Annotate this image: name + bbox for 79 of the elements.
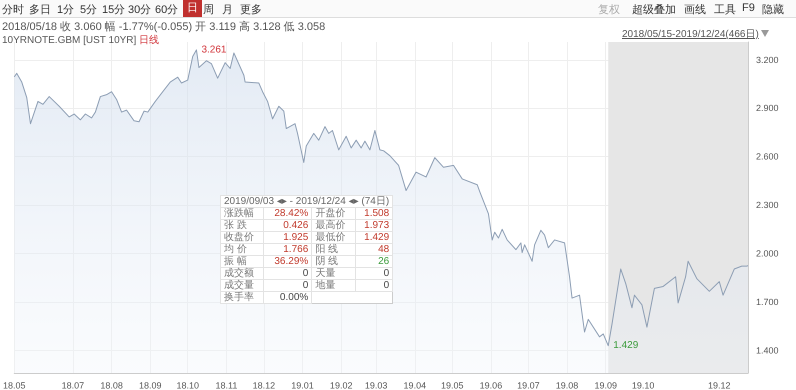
- x-tick-label: 18.05: [2, 380, 26, 390]
- annotation: 48: [355, 244, 393, 256]
- text: 日: [183, 0, 202, 17]
- annotation: 均 价: [220, 244, 264, 256]
- x-tick-label: 19.05: [440, 380, 464, 390]
- annotation: 开盘价: [312, 208, 356, 220]
- chart-title: 10YRNOTE.GBM [UST 10YR]: [2, 35, 136, 46]
- annotation: 最高价: [312, 220, 356, 232]
- text: 复权: [598, 3, 620, 17]
- x-tick-label: 19.09: [594, 380, 618, 390]
- y-tick-label: 2.600: [756, 152, 779, 162]
- text: 5分: [80, 3, 98, 17]
- annotation: 3.261: [201, 44, 227, 56]
- annotation: 0.00%: [264, 292, 312, 304]
- y-tick-label: 3.200: [756, 54, 779, 65]
- y-tick-label: 1.400: [756, 345, 779, 356]
- y-tick-label: 2.900: [756, 103, 779, 114]
- x-tick-label: 19.04: [404, 380, 426, 390]
- x-tick-label: 18.12: [252, 380, 276, 390]
- annotation: 振 幅: [220, 256, 264, 268]
- x-tick-label: 18.07: [62, 380, 84, 390]
- annotation: 2019/09/03 ◂▸ - 2019/12/24 ◂▸ (74日): [220, 196, 393, 208]
- annotation: 36.29%: [264, 256, 312, 268]
- y-tick-label: 1.700: [756, 296, 779, 307]
- annotation: 涨跌幅: [220, 208, 264, 220]
- annotation: 阴 线: [312, 256, 356, 268]
- annotation: 成交额: [220, 268, 264, 280]
- text: 隐藏: [762, 2, 784, 17]
- text: 2018/05/18 收 3.060 幅 -1.77%(-0.055) 开 3.119 高 3.128 低 3.058: [2, 20, 326, 34]
- x-tick-label: 19.12: [708, 380, 731, 390]
- annotation: 0: [355, 268, 393, 280]
- chart-subtitle: 日线: [138, 35, 160, 46]
- text: F9: [742, 2, 755, 14]
- annotation: 地量: [312, 280, 356, 292]
- annotation: 0: [355, 280, 393, 292]
- annotation: 1.429: [613, 340, 639, 352]
- x-tick-label: 19.07: [517, 380, 540, 390]
- text: 分时: [2, 3, 24, 17]
- x-tick-label: 18.08: [100, 380, 123, 390]
- text: 2018/05/15-2019/12/24(466日): [622, 28, 760, 41]
- y-tick-label: 2.300: [756, 200, 779, 210]
- annotation: 0.426: [264, 220, 312, 232]
- x-tick-label: 19.06: [480, 380, 502, 390]
- annotation: 1.429: [355, 232, 393, 244]
- x-tick-label: 18.09: [139, 380, 162, 390]
- text: 15分: [102, 3, 126, 17]
- x-tick-label: 19.03: [364, 380, 388, 390]
- annotation: 1.973: [355, 220, 393, 232]
- annotation: 换手率: [220, 292, 264, 304]
- text: 1分: [57, 3, 74, 17]
- text: 多日: [29, 3, 51, 17]
- annotation: 26: [355, 256, 393, 268]
- text: 超级叠加: [632, 3, 676, 17]
- x-tick-label: 19.02: [330, 380, 352, 390]
- annotation: 28.42%: [264, 208, 312, 220]
- annotation: 阳 线: [312, 244, 356, 256]
- x-tick-label: 19.01: [291, 380, 314, 390]
- annotation: 1.766: [264, 244, 312, 256]
- text: 画线: [684, 3, 706, 17]
- annotation: 天量: [312, 268, 356, 280]
- text: 月: [222, 3, 233, 17]
- annotation: 最低价: [312, 232, 356, 244]
- annotation: 1.925: [264, 232, 312, 244]
- annotation: 收盘价: [220, 232, 264, 244]
- annotation: 张 跌: [220, 220, 264, 232]
- x-tick-label: 19.08: [556, 380, 578, 390]
- annotation: 1.508: [355, 208, 393, 220]
- annotation: 0: [264, 280, 312, 292]
- x-tick-label: 18.11: [215, 380, 238, 390]
- text: 更多: [240, 3, 262, 17]
- annotation: 0: [264, 268, 312, 280]
- annotation: 成交量: [220, 280, 264, 292]
- x-tick-label: 18.10: [176, 380, 199, 390]
- x-tick-label: 19.10: [632, 380, 654, 390]
- text: 30分: [128, 3, 152, 17]
- text: 工具: [714, 3, 736, 17]
- text: 60分: [155, 3, 178, 17]
- text: 周: [203, 3, 214, 17]
- y-tick-label: 2.000: [756, 248, 779, 259]
